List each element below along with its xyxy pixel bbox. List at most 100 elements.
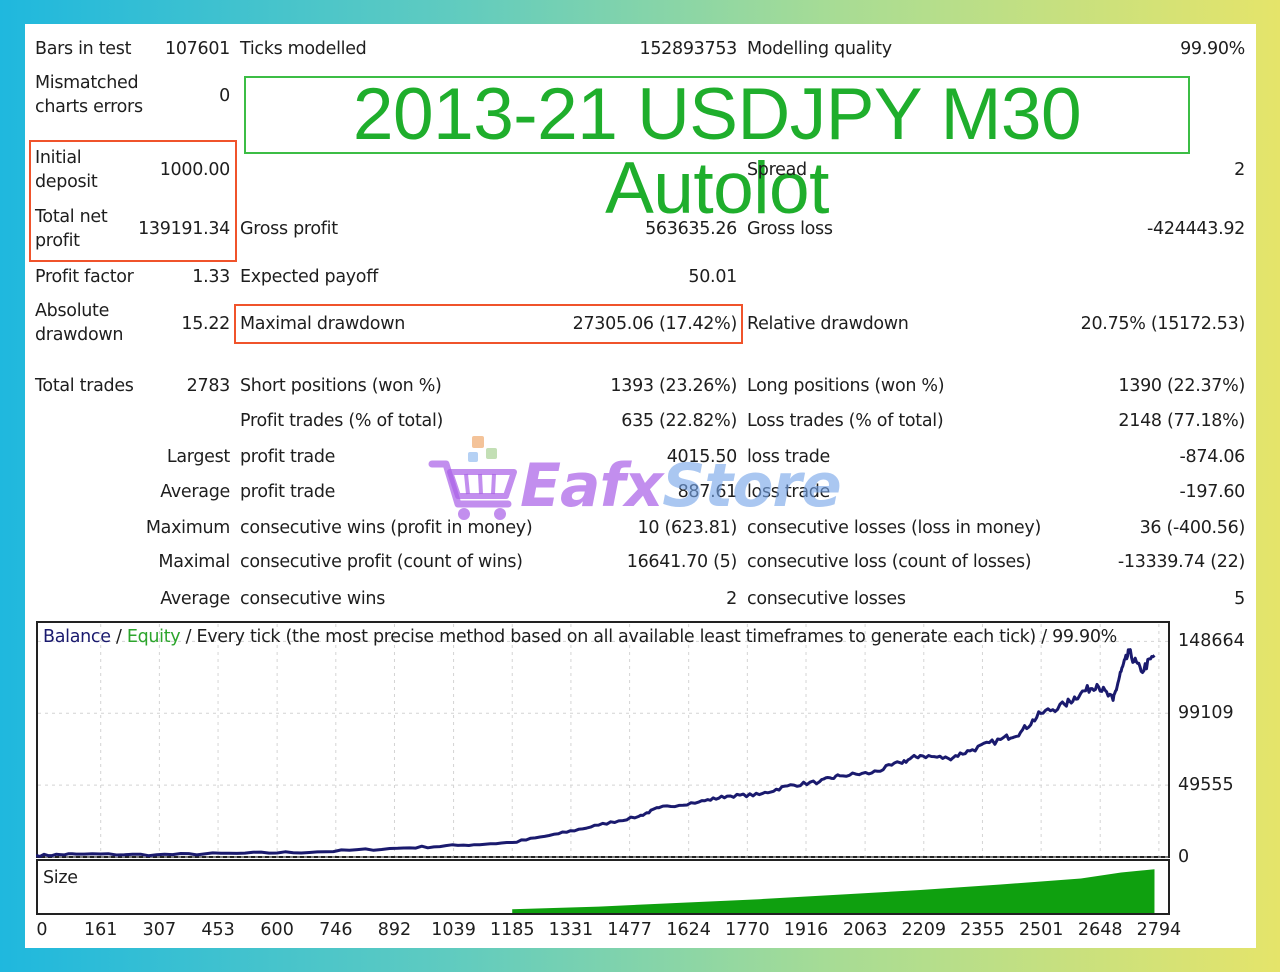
size-label: Size	[43, 868, 78, 888]
absolute-drawdown-label-2: drawdown	[35, 325, 124, 345]
x-tick-label: 2063	[842, 920, 888, 940]
absolute-drawdown-value: 15.22	[181, 314, 230, 334]
modelling-quality-value: 99.90%	[1180, 39, 1245, 59]
max-cons-losses-value: 36 (-400.56)	[1139, 518, 1246, 538]
ticks-modelled-value: 152893753	[639, 39, 737, 59]
x-tick-label: 0	[36, 920, 48, 940]
gross-profit-label: Gross profit	[240, 219, 338, 239]
bars-in-test-value: 107601	[164, 39, 230, 59]
gross-profit-value: 563635.26	[645, 219, 737, 239]
avg-cons-label: Average	[160, 589, 230, 609]
largest-profit-label: profit trade	[240, 447, 336, 467]
legend-sep: /	[110, 627, 127, 647]
profit-trades-label: Profit trades (% of total)	[240, 411, 444, 431]
gross-loss-label: Gross loss	[747, 219, 833, 239]
title-banner: 2013-21 USDJPY M30 Autolot	[244, 76, 1190, 226]
expected-payoff-value: 50.01	[688, 267, 737, 287]
short-positions-label: Short positions (won %)	[240, 376, 442, 396]
x-tick-label: 1331	[548, 920, 594, 940]
x-tick-label: 1624	[666, 920, 711, 940]
plot-frame	[36, 621, 1170, 858]
balance-chart: Balance / Equity / Every tick (the most …	[36, 621, 1246, 948]
profit-trades-value: 635 (22.82%)	[621, 411, 737, 431]
balance-line	[36, 648, 1156, 858]
average-loss-label: loss trade	[747, 482, 831, 502]
report-panel: Bars in test 107601 Ticks modelled 15289…	[25, 24, 1256, 948]
long-positions-value: 1390 (22.37%)	[1118, 376, 1245, 396]
x-tick-label: 2209	[901, 920, 947, 940]
y-tick-label: 49555	[1178, 775, 1234, 796]
x-tick-label: 1916	[783, 920, 829, 940]
average-loss-value: -197.60	[1179, 482, 1246, 502]
y-tick-label: 148664	[1178, 631, 1245, 652]
x-tick-label: 453	[201, 920, 235, 940]
x-tick-label: 1185	[489, 920, 535, 940]
maximal-cons-loss-label: consecutive loss (count of losses)	[747, 552, 1032, 572]
maximum-label: Maximum	[145, 518, 230, 538]
x-tick-label: 2355	[960, 920, 1005, 940]
maximal-drawdown-value: 27305.06 (17.42%)	[572, 314, 738, 334]
largest-profit-value: 4015.50	[666, 447, 738, 467]
avg-cons-wins-value: 2	[726, 589, 737, 609]
shopping-cart-icon	[428, 436, 517, 520]
profit-factor-value: 1.33	[192, 267, 230, 287]
average-profit-label: profit trade	[240, 482, 336, 502]
maximal-drawdown-label: Maximal drawdown	[240, 314, 405, 334]
expected-payoff-label: Expected payoff	[240, 267, 378, 287]
long-positions-label: Long positions (won %)	[747, 376, 945, 396]
x-tick-label: 161	[84, 920, 118, 940]
initial-deposit-label-1: Initial	[35, 148, 82, 168]
initial-deposit-label-2: deposit	[35, 172, 98, 192]
largest-label: Largest	[166, 447, 230, 467]
y-tick-label: 0	[1178, 847, 1190, 867]
avg-cons-losses-value: 5	[1234, 589, 1245, 609]
x-tick-label: 1477	[607, 920, 652, 940]
bars-in-test-label: Bars in test	[35, 39, 132, 59]
initial-deposit-value: 1000.00	[159, 160, 231, 180]
ticks-modelled-label: Ticks modelled	[240, 39, 367, 59]
maximal-cons-profit-label: consecutive profit (count of wins)	[240, 552, 523, 572]
mismatched-label-2: charts errors	[35, 97, 143, 117]
x-tick-label: 307	[142, 920, 177, 940]
deposit-profit-highlight	[29, 140, 237, 262]
x-tick-label: 2501	[1018, 920, 1064, 940]
profit-factor-label: Profit factor	[35, 267, 134, 287]
spread-value: 2	[1234, 160, 1245, 180]
largest-loss-label: loss trade	[747, 447, 831, 467]
loss-trades-value: 2148 (77.18%)	[1118, 411, 1245, 431]
avg-cons-losses-label: consecutive losses	[747, 589, 906, 609]
total-trades-label: Total trades	[35, 376, 134, 396]
loss-trades-label: Loss trades (% of total)	[747, 411, 944, 431]
total-net-profit-label-1: Total net	[35, 207, 108, 227]
x-tick-label: 2648	[1077, 920, 1123, 940]
total-net-profit-value: 139191.34	[138, 219, 230, 239]
max-drawdown-highlight	[234, 304, 743, 344]
mismatched-value: 0	[219, 86, 230, 106]
maximal-cons-loss-value: -13339.74 (22)	[1117, 552, 1245, 572]
x-tick-label: 1039	[431, 920, 476, 940]
max-cons-wins-value: 10 (623.81)	[637, 518, 738, 538]
x-tick-label: 2794	[1136, 920, 1182, 940]
banner-title: 2013-21 USDJPY M30 Autolot	[352, 74, 1082, 229]
relative-drawdown-label: Relative drawdown	[747, 314, 909, 334]
x-tick-label: 1770	[725, 920, 770, 940]
legend-equity: Equity	[126, 627, 181, 647]
legend-balance: Balance	[43, 627, 111, 647]
modelling-quality-label: Modelling quality	[747, 39, 892, 59]
x-tick-label: 746	[319, 920, 353, 940]
maximal-cons-profit-value: 16641.70 (5)	[626, 552, 738, 572]
relative-drawdown-value: 20.75% (15172.53)	[1080, 314, 1246, 334]
max-cons-losses-label: consecutive losses (loss in money)	[747, 518, 1041, 538]
absolute-drawdown-label-1: Absolute	[35, 301, 110, 321]
legend-description: / Every tick (the most precise method ba…	[180, 627, 1118, 647]
maximal-label: Maximal	[158, 552, 230, 572]
x-tick-label: 600	[260, 920, 294, 940]
chart-svg	[36, 621, 1170, 915]
avg-cons-wins-label: consecutive wins	[240, 589, 386, 609]
average-label: Average	[160, 482, 230, 502]
total-trades-value: 2783	[186, 376, 231, 396]
average-profit-value: 887.61	[677, 482, 738, 502]
mismatched-label-1: Mismatched	[35, 73, 139, 93]
x-tick-label: 892	[377, 920, 412, 940]
size-area	[512, 869, 1155, 913]
